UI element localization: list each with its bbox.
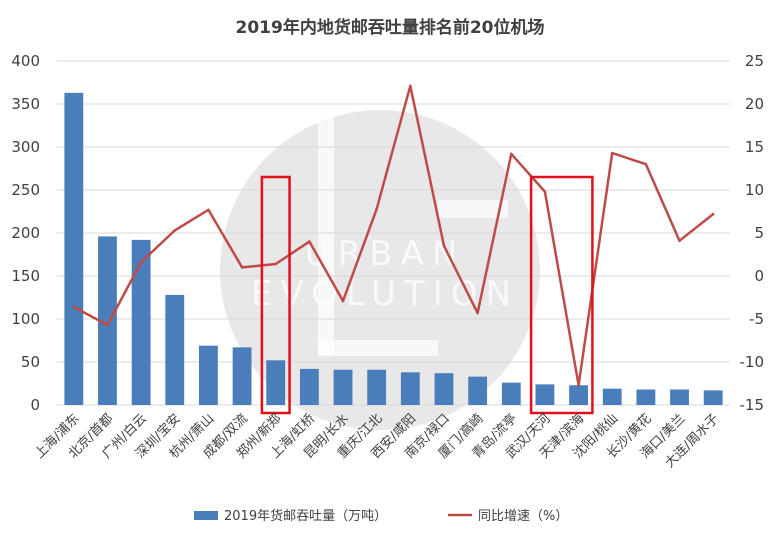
watermark-text-urban: URBAN: [305, 234, 466, 274]
left-tick-label: 100: [11, 310, 40, 328]
bar: [266, 360, 286, 405]
bar: [333, 369, 353, 405]
line-point: [207, 208, 210, 212]
line-point: [274, 262, 278, 266]
line-point: [610, 151, 614, 155]
right-tick-label: 20: [745, 95, 764, 113]
line-point: [308, 240, 311, 243]
bar: [98, 236, 117, 405]
line-point: [543, 190, 547, 194]
legend-line-label: 同比增速（%）: [478, 509, 568, 524]
left-y-axis: 0 50 100 150 200 250 300 350 400: [11, 52, 40, 414]
bar: [535, 384, 555, 405]
line-point: [577, 383, 580, 387]
highlight-boxes: [260, 175, 594, 415]
left-tick-label: 50: [21, 353, 40, 371]
left-tick-label: 300: [11, 138, 40, 156]
left-tick-label: 200: [11, 224, 40, 242]
bar-series: [64, 92, 723, 405]
line-point: [240, 266, 244, 269]
line-point: [173, 229, 177, 232]
line-point: [711, 212, 715, 216]
right-tick-label: 25: [745, 52, 764, 70]
chart-title: 2019年内地货邮吞吐量排名前20位机场: [236, 17, 545, 38]
bar: [569, 385, 588, 405]
bar: [703, 390, 723, 405]
bar: [501, 382, 521, 405]
left-tick-label: 0: [30, 396, 40, 414]
line-point: [644, 162, 648, 166]
line-point: [409, 84, 412, 88]
bar: [64, 92, 84, 405]
bar: [602, 388, 622, 405]
bar: [199, 345, 218, 405]
bar: [165, 294, 185, 405]
legend: 2019年货邮吞吐量（万吨） 同比增速（%）: [194, 508, 568, 524]
bar: [400, 372, 420, 405]
highlight-box: [529, 175, 594, 415]
right-y-axis: -15 -10 -5 0 5 10 15 20 25: [740, 52, 765, 414]
bar: [131, 239, 151, 405]
line-point: [442, 244, 446, 248]
line-point: [72, 305, 76, 309]
line-series: [72, 84, 715, 387]
right-tick-label: 15: [745, 138, 764, 156]
right-tick-label: -5: [749, 310, 764, 328]
line-point: [509, 152, 513, 156]
bar: [232, 347, 252, 405]
bar: [468, 376, 488, 405]
legend-bar-label: 2019年货邮吞吐量（万吨）: [224, 508, 387, 524]
right-tick-label: -15: [740, 396, 765, 414]
left-tick-label: 150: [11, 267, 40, 285]
bar: [299, 368, 319, 405]
right-tick-label: -10: [740, 353, 765, 371]
line-point: [375, 207, 378, 211]
right-tick-label: 10: [745, 181, 764, 199]
line-point: [341, 299, 345, 303]
line-point: [476, 311, 479, 315]
line-point: [678, 239, 681, 243]
right-tick-label: 0: [754, 267, 764, 285]
line-point: [106, 323, 109, 327]
bar: [367, 369, 387, 405]
left-tick-label: 250: [11, 181, 40, 199]
category-labels: 上海/浦东北京/首都广州/白云深圳/宝安杭州/萧山成都/双流郑州/新郑上海/虹桥…: [32, 411, 722, 471]
bar: [636, 389, 656, 405]
left-tick-label: 400: [11, 52, 40, 70]
growth-line: [73, 84, 714, 387]
bar: [434, 373, 454, 405]
line-point: [139, 260, 143, 264]
highlight-box: [260, 175, 291, 415]
left-tick-label: 350: [11, 95, 40, 113]
bar: [670, 389, 689, 405]
right-tick-label: 5: [754, 224, 764, 242]
legend-bar-swatch: [194, 511, 218, 520]
